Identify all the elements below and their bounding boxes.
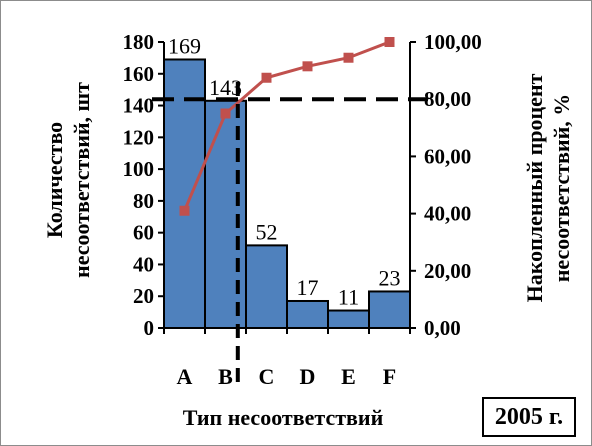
y-axis-title-right: Накопленный процентнесоответствий, % bbox=[522, 73, 574, 302]
y-tick-label-left-180: 180 bbox=[123, 30, 155, 54]
y-tick-label-left-60: 60 bbox=[133, 221, 154, 245]
y-tick-label-left-80: 80 bbox=[133, 189, 154, 213]
y-tick-label-right-1: 20,00 bbox=[424, 259, 471, 283]
cumulative-point-B bbox=[220, 108, 231, 119]
y-tick-label-right-4: 80,00 bbox=[424, 87, 471, 111]
y-axis-title-left: Количествонесоответствий, шт bbox=[42, 82, 94, 278]
data-label-E: 11 bbox=[338, 285, 359, 310]
cumulative-point-E bbox=[343, 52, 354, 63]
cumulative-point-D bbox=[302, 61, 313, 72]
y-axis-title-right-line-0: Накопленный процент bbox=[522, 73, 547, 302]
bar-F bbox=[368, 290, 411, 330]
y-tick-label-left-120: 120 bbox=[123, 125, 155, 149]
y-tick-label-left-0: 0 bbox=[144, 316, 155, 340]
x-tick-label-F: F bbox=[383, 364, 396, 389]
data-label-D: 17 bbox=[297, 275, 319, 300]
y-tick-label-right-3: 60,00 bbox=[424, 144, 471, 168]
cumulative-point-F bbox=[384, 37, 395, 47]
cumulative-point-C bbox=[261, 72, 272, 83]
data-label-F: 23 bbox=[379, 265, 401, 290]
y-tick-label-left-100: 100 bbox=[123, 157, 155, 181]
y-tick-label-left-140: 140 bbox=[123, 94, 155, 118]
cumulative-point-A bbox=[179, 205, 190, 216]
y-tick-label-right-2: 40,00 bbox=[424, 202, 471, 226]
y-tick-label-left-160: 160 bbox=[123, 62, 155, 86]
year-label: 2005 г. bbox=[482, 397, 576, 437]
y-tick-label-left-40: 40 bbox=[133, 252, 154, 276]
cumulative-line bbox=[183, 40, 391, 212]
y-axis-title-right-line-1: несоответствий, % bbox=[549, 94, 574, 283]
y-axis-title-left-line-0: Количество bbox=[42, 122, 67, 238]
y-tick-label-right-0: 0,00 bbox=[424, 316, 461, 340]
y-axis-title-left-line-1: несоответствий, шт bbox=[69, 82, 94, 278]
x-tick-label-A: A bbox=[177, 364, 193, 389]
bar-E bbox=[327, 309, 370, 329]
x-axis-title: Тип несоответствий bbox=[183, 405, 384, 430]
bar-C bbox=[245, 244, 288, 329]
y-tick-label-right-5: 100,00 bbox=[424, 30, 482, 54]
data-label-A: 169 bbox=[168, 33, 201, 58]
x-tick-label-C: C bbox=[259, 364, 275, 389]
data-label-C: 52 bbox=[256, 219, 278, 244]
bar-B bbox=[204, 99, 247, 329]
x-tick-label-B: B bbox=[218, 364, 233, 389]
bar-A bbox=[163, 58, 206, 329]
data-label-B: 143 bbox=[209, 75, 242, 100]
y-tick-label-left-20: 20 bbox=[133, 284, 154, 308]
bar-D bbox=[286, 299, 329, 330]
x-tick-label-D: D bbox=[300, 364, 316, 389]
x-tick-label-E: E bbox=[341, 364, 356, 389]
